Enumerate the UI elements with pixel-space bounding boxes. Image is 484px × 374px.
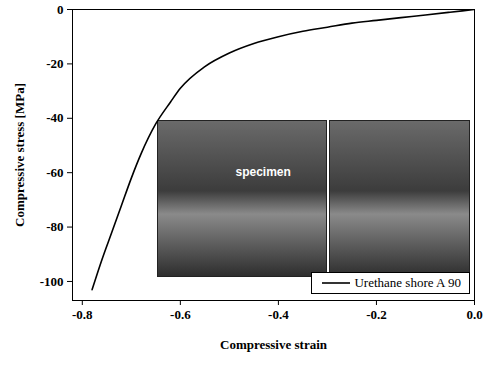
svg-text:-100: -100 bbox=[40, 274, 64, 289]
svg-text:0.0: 0.0 bbox=[466, 307, 482, 322]
svg-text:0: 0 bbox=[57, 2, 64, 17]
svg-text:-20: -20 bbox=[46, 56, 63, 71]
svg-text:-0.8: -0.8 bbox=[72, 307, 93, 322]
html-text:Urethane shore A 90: Urethane shore A 90 bbox=[354, 275, 461, 290]
svg-text:-40: -40 bbox=[46, 110, 63, 125]
svg-text:Compressive stress [MPa]: Compressive stress [MPa] bbox=[12, 83, 27, 227]
html-text:specimen: specimen bbox=[235, 165, 291, 180]
svg-text:-80: -80 bbox=[46, 219, 63, 234]
svg-text:-0.4: -0.4 bbox=[268, 307, 289, 322]
svg-text:-0.6: -0.6 bbox=[170, 307, 191, 322]
svg-text:-60: -60 bbox=[46, 165, 63, 180]
svg-text:Compressive strain: Compressive strain bbox=[220, 337, 328, 352]
svg-text:-0.2: -0.2 bbox=[366, 307, 387, 322]
